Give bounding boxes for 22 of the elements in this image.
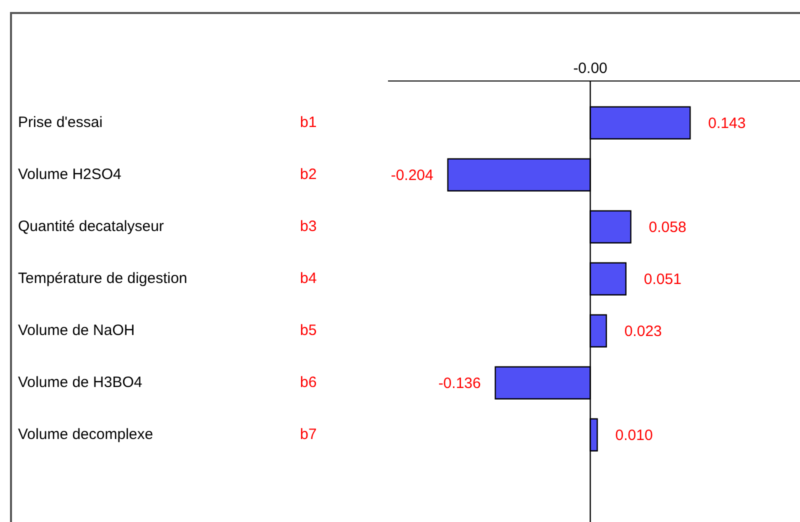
y-tick-label: Volume de H3BO4 — [18, 374, 142, 391]
data-label: 0.143 — [708, 114, 746, 132]
text: b7 — [300, 426, 317, 443]
data-label: 0.058 — [648, 218, 686, 236]
data-label: -0.204 — [390, 166, 434, 184]
text: b5 — [300, 322, 317, 339]
y-tick-label: Volume H2SO4 — [18, 166, 122, 183]
text: -0.00 — [573, 60, 608, 77]
data-label: 0.051 — [644, 270, 682, 288]
text: b2 — [300, 166, 317, 183]
y-tick-label: Volume decomplexe — [18, 426, 154, 443]
y-tick-label: Prise d'essai — [18, 114, 103, 131]
text: b3 — [300, 218, 317, 235]
y-tick-label: Quantité decatalyseur — [18, 218, 164, 235]
text: b6 — [300, 374, 317, 391]
data-label: 0.023 — [624, 322, 662, 340]
y-tick-label: Température de digestion — [18, 270, 188, 287]
text: b1 — [300, 114, 317, 131]
data-label: 0.010 — [615, 426, 653, 444]
data-label: -0.136 — [438, 374, 481, 392]
y-tick-label: Volume de NaOH — [18, 322, 135, 339]
text: b4 — [300, 270, 317, 287]
